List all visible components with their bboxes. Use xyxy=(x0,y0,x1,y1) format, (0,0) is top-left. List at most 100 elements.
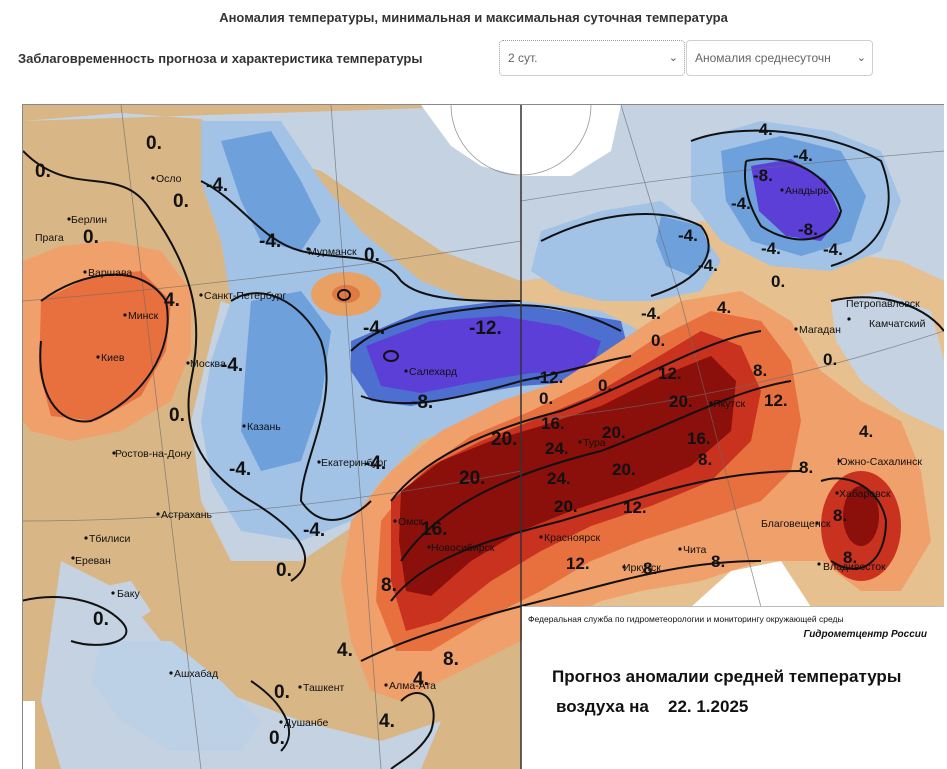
isoline-label-zero: 0. xyxy=(598,376,612,395)
temperature-characteristic-select[interactable]: Аномалия среднесуточн ⌄ xyxy=(686,40,873,76)
isoline-label-plus8: 8. xyxy=(843,548,857,567)
city-rostov: Ростов-на-Дону xyxy=(115,448,192,460)
page-title: Аномалия температуры, минимальная и макс… xyxy=(219,10,728,25)
isoline-label-minus4: -4. xyxy=(753,120,773,139)
city-magadan: Магадан xyxy=(799,324,841,336)
isoline-label-plus20: 20. xyxy=(491,429,517,450)
city-erevan: Ереван xyxy=(75,555,111,567)
east-near-zero xyxy=(831,291,944,431)
isoline-label-minus4: -4. xyxy=(303,520,325,541)
china-white xyxy=(691,561,811,607)
city-baku: Баку xyxy=(117,588,140,600)
isoline-label-minus4: -4. xyxy=(731,194,751,213)
city-petropavlovsk-2: Камчатский xyxy=(869,318,926,330)
salekhard-violet xyxy=(366,316,601,393)
isoline-label-plus12: 12. xyxy=(764,391,788,410)
isoline-label-plus16: 16. xyxy=(687,429,711,448)
isoline-label-minus4: -4. xyxy=(364,453,386,474)
isoline-label-minus8: -8. xyxy=(411,392,433,413)
city-yakutsk: Якутск xyxy=(713,398,745,410)
isoline-label-minus4: -4. xyxy=(229,459,251,480)
isoline-label-zero: 0. xyxy=(274,682,290,703)
city-kiev: Киев xyxy=(101,352,125,364)
city-berlin: Берлин xyxy=(71,214,107,226)
isoline-label-minus4: -4. xyxy=(793,146,813,165)
isoline-label-plus4: 4. xyxy=(379,711,395,732)
isoline-label-zero: 0. xyxy=(169,405,185,426)
anomaly-map-svg: 0. 0. 0. 0. 4. 0. -4. -4. -4. -4. -4. -8… xyxy=(23,105,944,769)
isoline-label-zero: 0. xyxy=(276,560,292,581)
isoline-label-zero: 0. xyxy=(83,227,99,248)
isoline-label-plus12: 12. xyxy=(623,498,647,517)
isoline-label-zero: 0. xyxy=(173,191,189,212)
isoline-label-minus12: -12. xyxy=(469,318,502,339)
isoline-label-minus4: -4. xyxy=(678,226,698,245)
isoline-label-plus24: 24. xyxy=(547,469,571,488)
isoline-label-zero: 0. xyxy=(35,161,51,182)
city-petropavlovsk: Петропавловск xyxy=(846,298,920,310)
isoline-label-plus8: 8. xyxy=(753,361,767,380)
isoline-label-minus4: -4. xyxy=(823,240,843,259)
arctic-white xyxy=(421,105,521,176)
isoline-label-plus20: 20. xyxy=(602,423,626,442)
city-praga: Прага xyxy=(35,232,64,244)
isoline-label-plus12: 12. xyxy=(658,364,682,383)
city-oslo: Осло xyxy=(156,173,182,185)
anadyr-violet xyxy=(751,159,841,241)
isoline-label-minus8: -8. xyxy=(753,166,773,185)
isoline-label-minus4: -4. xyxy=(363,318,385,339)
city-tura: Тура xyxy=(583,437,606,449)
isoline-label-plus4: 4. xyxy=(859,422,873,441)
isoline-label-zero: 0. xyxy=(823,350,837,369)
chevron-down-icon: ⌄ xyxy=(668,52,678,64)
city-moskva: Москва xyxy=(190,358,226,370)
isoline-label-plus4: 4. xyxy=(413,669,429,690)
lead-time-value: 2 сут. xyxy=(508,51,538,65)
forecast-controls-label: Заблаговременность прогноза и характерис… xyxy=(18,51,423,66)
temperature-anomaly-map: 0. 0. 0. 0. 4. 0. -4. -4. -4. -4. -4. -8… xyxy=(22,104,944,769)
agency-name: Федеральная служба по гидрометеорологии … xyxy=(528,614,844,624)
city-novosibirsk: Новосибирск xyxy=(431,542,495,554)
isoline-label-plus12: 12. xyxy=(566,554,590,573)
city-ashkhabad: Ашхабад xyxy=(174,668,218,680)
isoline-label-plus8: 8. xyxy=(833,506,847,525)
forecast-caption: Федеральная служба по гидрометеорологии … xyxy=(522,606,943,769)
isoline-label-plus20: 20. xyxy=(459,468,485,489)
isoline-label-minus4: -4. xyxy=(259,231,281,252)
isoline-label-plus16: 16. xyxy=(541,414,565,433)
isoline-label-zero: 0. xyxy=(539,389,553,408)
city-varshava: Варшава xyxy=(88,267,132,279)
city-spb: Санкт-Петербург xyxy=(204,290,287,302)
isoline-label-minus4: -4. xyxy=(206,175,228,196)
isoline-label-zero: 0. xyxy=(364,245,380,266)
lead-time-select[interactable]: 2 сут. ⌄ xyxy=(499,40,685,76)
isoline-label-minus12: -12. xyxy=(534,368,563,387)
isoline-label-plus8: 8. xyxy=(643,559,657,578)
isoline-label-plus24: 24. xyxy=(545,439,569,458)
forecast-date-label: воздуха на xyxy=(556,697,649,716)
city-anadyr: Анадырь xyxy=(785,185,829,197)
isoline-label-plus4: 4. xyxy=(337,640,353,661)
isoline-label-minus4: -4. xyxy=(641,304,661,323)
isoline-label-minus4: -4. xyxy=(761,239,781,258)
city-omsk: Омск xyxy=(398,516,424,528)
city-yuzhno: Южно-Сахалинск xyxy=(837,456,922,468)
siberia-deep-red xyxy=(399,356,736,596)
city-chita: Чита xyxy=(683,544,707,556)
city-vladivostok: Владивосток xyxy=(823,561,886,573)
isoline-label-zero: 0. xyxy=(93,609,109,630)
east-blue xyxy=(656,216,711,276)
chevron-down-icon: ⌄ xyxy=(856,52,866,64)
cold-zone-ural xyxy=(241,291,331,471)
city-tashkent: Ташкент xyxy=(303,682,345,694)
city-almaty: Алма-Ата xyxy=(389,680,436,692)
isoline-label-zero: 0. xyxy=(771,272,785,291)
city-murmansk: Мурманск xyxy=(308,246,357,258)
west-warm-core xyxy=(39,271,171,421)
isoline-label-minus8: -8. xyxy=(798,220,818,239)
isoline-label-minus4: -4. xyxy=(221,355,243,376)
central-asia-blue xyxy=(91,641,261,751)
city-astrakhan: Астрахань xyxy=(161,509,213,521)
characteristic-value: Аномалия среднесуточн xyxy=(695,51,831,65)
isoline-label-zero: 0. xyxy=(651,331,665,350)
